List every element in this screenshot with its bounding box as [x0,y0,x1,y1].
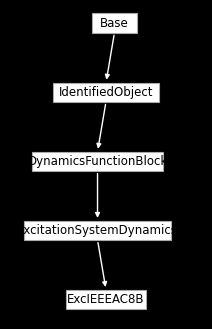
Text: ExcitationSystemDynamics: ExcitationSystemDynamics [17,224,178,237]
FancyBboxPatch shape [66,290,146,309]
FancyBboxPatch shape [32,152,163,171]
Text: Base: Base [100,16,129,30]
Text: ExcIEEEAC8B: ExcIEEEAC8B [67,293,145,306]
FancyBboxPatch shape [92,13,137,33]
Text: IdentifiedObject: IdentifiedObject [59,86,153,99]
FancyBboxPatch shape [24,221,171,240]
FancyBboxPatch shape [53,83,159,102]
Text: DynamicsFunctionBlock: DynamicsFunctionBlock [27,155,168,168]
